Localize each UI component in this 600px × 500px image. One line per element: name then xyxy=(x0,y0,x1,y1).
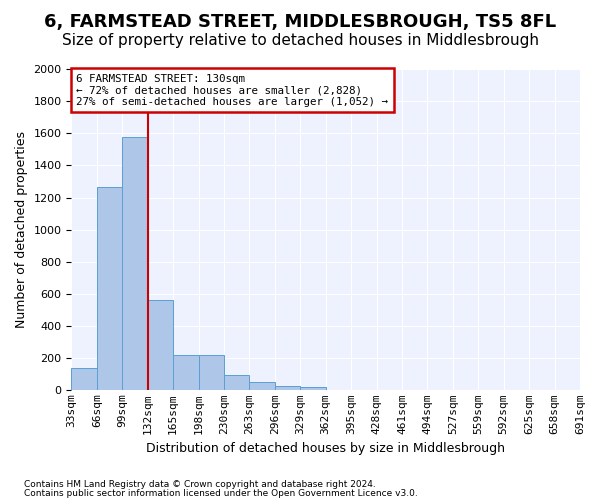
Text: Contains HM Land Registry data © Crown copyright and database right 2024.: Contains HM Land Registry data © Crown c… xyxy=(24,480,376,489)
Text: Size of property relative to detached houses in Middlesbrough: Size of property relative to detached ho… xyxy=(62,32,539,48)
Text: 6 FARMSTEAD STREET: 130sqm
← 72% of detached houses are smaller (2,828)
27% of s: 6 FARMSTEAD STREET: 130sqm ← 72% of deta… xyxy=(76,74,388,107)
Bar xyxy=(275,386,300,390)
Text: Contains public sector information licensed under the Open Government Licence v3: Contains public sector information licen… xyxy=(24,488,418,498)
Bar xyxy=(300,387,326,390)
Bar xyxy=(199,355,224,390)
Bar xyxy=(122,138,148,390)
X-axis label: Distribution of detached houses by size in Middlesbrough: Distribution of detached houses by size … xyxy=(146,442,505,455)
Bar xyxy=(148,300,173,390)
Bar xyxy=(224,375,250,390)
Bar xyxy=(97,187,122,390)
Text: 6, FARMSTEAD STREET, MIDDLESBROUGH, TS5 8FL: 6, FARMSTEAD STREET, MIDDLESBROUGH, TS5 … xyxy=(44,12,556,30)
Bar xyxy=(71,368,97,390)
Bar xyxy=(250,382,275,390)
Y-axis label: Number of detached properties: Number of detached properties xyxy=(15,131,28,328)
Bar xyxy=(173,355,199,390)
